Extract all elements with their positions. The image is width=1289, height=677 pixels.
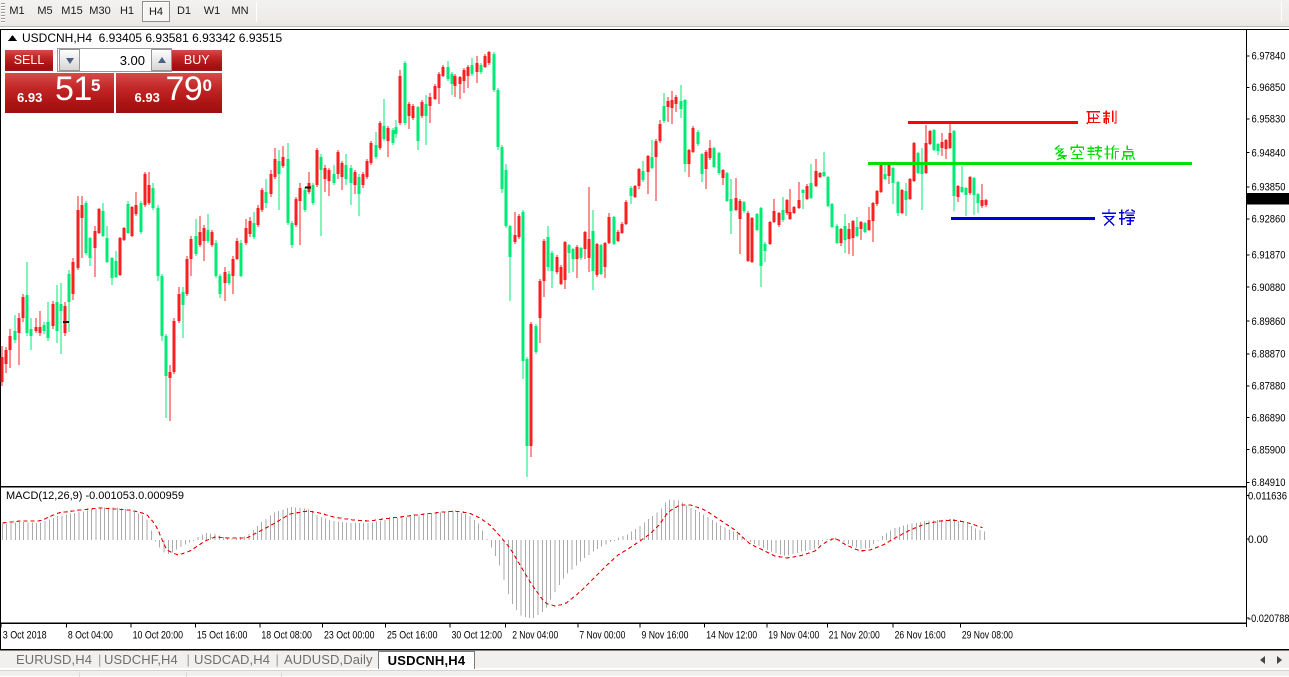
svg-text:19 Nov 04:00: 19 Nov 04:00 [768, 630, 819, 642]
svg-text:8 Oct 04:00: 8 Oct 04:00 [68, 630, 113, 642]
svg-text:23 Oct 00:00: 23 Oct 00:00 [324, 630, 375, 642]
svg-text:21 Nov 20:00: 21 Nov 20:00 [829, 630, 880, 642]
svg-text:6.85900: 6.85900 [1252, 444, 1286, 456]
svg-text:3 Oct 2018: 3 Oct 2018 [3, 630, 47, 642]
svg-text:6.95830: 6.95830 [1252, 114, 1286, 126]
svg-text:6.93515: 6.93515 [1251, 194, 1285, 206]
svg-text:29 Nov 08:00: 29 Nov 08:00 [962, 630, 1013, 642]
svg-text:6.86890: 6.86890 [1252, 413, 1286, 425]
svg-text:6.90880: 6.90880 [1252, 282, 1286, 294]
svg-text:2 Nov 04:00: 2 Nov 04:00 [512, 630, 558, 642]
svg-text:6.91870: 6.91870 [1252, 250, 1286, 262]
svg-text:7 Nov 00:00: 7 Nov 00:00 [579, 630, 625, 642]
svg-text:25 Oct 16:00: 25 Oct 16:00 [387, 630, 438, 642]
svg-text:9 Nov 16:00: 9 Nov 16:00 [642, 630, 689, 642]
svg-text:-0.020788: -0.020788 [1248, 613, 1289, 625]
svg-text:10 Oct 20:00: 10 Oct 20:00 [133, 630, 184, 642]
svg-text:15 Oct 16:00: 15 Oct 16:00 [197, 630, 248, 642]
svg-text:18 Oct 08:00: 18 Oct 08:00 [261, 630, 312, 642]
svg-text:MACD(12,26,9) -0.001053.0.0009: MACD(12,26,9) -0.001053.0.000959 [6, 490, 184, 502]
svg-text:14 Nov 12:00: 14 Nov 12:00 [706, 630, 757, 642]
svg-text:6.88870: 6.88870 [1252, 349, 1286, 361]
svg-text:6.93850: 6.93850 [1252, 182, 1286, 194]
svg-text:6.92860: 6.92860 [1252, 214, 1286, 226]
svg-text:6.84910: 6.84910 [1252, 477, 1286, 489]
svg-text:6.94840: 6.94840 [1252, 147, 1286, 159]
svg-text:6.97840: 6.97840 [1252, 51, 1286, 63]
svg-text:6.96850: 6.96850 [1252, 82, 1286, 94]
svg-text:30 Oct 12:00: 30 Oct 12:00 [452, 630, 503, 642]
svg-text:0.00: 0.00 [1248, 534, 1268, 546]
svg-text:0.011636: 0.011636 [1248, 490, 1287, 502]
svg-text:USDCNH,H4 6.93405 6.93581 6.9: USDCNH,H4 6.93405 6.93581 6.93342 6.9351… [22, 31, 283, 45]
svg-text:26 Nov 16:00: 26 Nov 16:00 [895, 630, 946, 642]
svg-text:6.87880: 6.87880 [1252, 381, 1286, 393]
svg-text:6.89860: 6.89860 [1252, 316, 1286, 328]
